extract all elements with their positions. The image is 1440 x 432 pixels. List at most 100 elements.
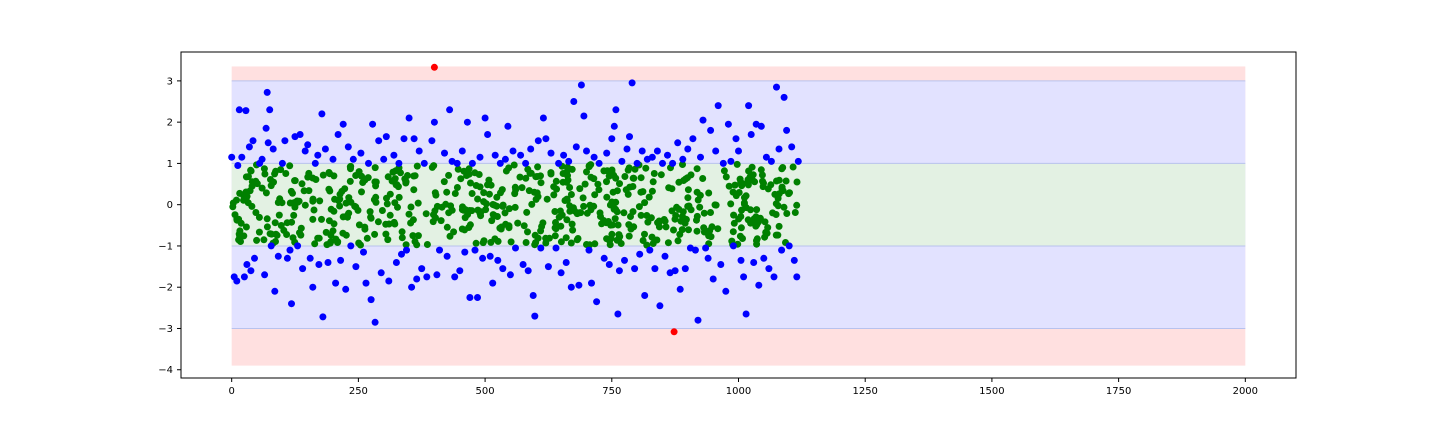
data-point-blue <box>380 155 388 163</box>
data-point-blue <box>267 242 275 250</box>
data-point-blue <box>228 153 236 161</box>
data-point-green <box>675 205 683 213</box>
data-point-green <box>291 177 299 185</box>
data-point-green <box>585 163 593 171</box>
data-point-green <box>518 184 526 192</box>
data-point-blue <box>704 254 712 262</box>
data-point-green <box>336 190 344 198</box>
data-point-green <box>591 191 599 199</box>
data-point-red <box>430 63 438 71</box>
data-point-blue <box>653 147 661 155</box>
data-point-green <box>325 169 333 176</box>
data-point-blue <box>468 159 476 167</box>
data-point-blue <box>588 279 595 287</box>
data-point-blue <box>357 149 365 157</box>
data-point-blue <box>651 265 659 273</box>
data-point-green <box>267 176 274 183</box>
data-point-green <box>641 230 648 238</box>
data-point-blue <box>656 302 664 310</box>
data-point-blue <box>347 242 355 250</box>
data-point-blue <box>785 242 793 250</box>
data-point-green <box>411 238 419 245</box>
data-point-green <box>422 210 430 218</box>
data-point-green <box>706 227 714 235</box>
data-point-blue <box>238 153 246 161</box>
data-point-blue <box>702 244 710 252</box>
data-point-green <box>682 216 690 223</box>
data-point-blue <box>770 273 778 281</box>
data-point-green <box>576 185 584 193</box>
data-point-blue <box>760 254 768 262</box>
data-point-green <box>783 210 791 217</box>
y-tick-label: −3 <box>158 324 173 335</box>
data-point-green <box>567 191 575 198</box>
data-point-blue <box>512 244 519 252</box>
data-point-green <box>316 197 324 205</box>
data-point-green <box>629 208 637 216</box>
data-point-green <box>431 207 439 215</box>
data-point-blue <box>714 102 722 110</box>
data-point-blue <box>661 252 669 260</box>
data-point-blue <box>258 155 266 163</box>
data-point-green <box>621 173 629 180</box>
data-point-blue <box>638 147 646 155</box>
data-point-blue <box>608 135 616 143</box>
data-point-blue <box>534 137 542 145</box>
data-point-green <box>386 211 394 219</box>
data-point-green <box>489 201 497 208</box>
data-point-green <box>568 220 576 228</box>
data-point-green <box>280 226 288 234</box>
data-point-blue <box>762 153 770 161</box>
data-point-green <box>785 190 793 198</box>
data-point-green <box>612 174 620 182</box>
data-point-blue <box>531 312 539 320</box>
data-point-blue <box>552 244 560 252</box>
data-point-blue <box>484 131 492 138</box>
data-point-green <box>564 163 571 171</box>
data-point-green <box>352 172 360 179</box>
data-point-green <box>661 217 669 225</box>
data-point-green <box>432 191 440 199</box>
data-point-blue <box>242 107 250 115</box>
data-point-blue <box>783 126 791 134</box>
data-point-blue <box>590 153 598 161</box>
data-point-green <box>711 201 719 209</box>
data-point-blue <box>517 151 525 159</box>
data-point-green <box>675 178 683 186</box>
data-point-blue <box>669 159 677 167</box>
data-point-green <box>629 183 637 190</box>
x-tick-label: 1000 <box>726 386 751 397</box>
data-point-green <box>609 188 617 196</box>
data-point-green <box>631 165 639 173</box>
data-point-green <box>575 209 583 217</box>
data-point-green <box>687 171 695 179</box>
data-point-green <box>235 215 243 223</box>
data-point-blue <box>501 155 509 163</box>
data-point-green <box>476 209 484 217</box>
data-point-blue <box>436 246 443 254</box>
data-point-green <box>255 213 263 221</box>
data-point-green <box>507 238 515 246</box>
data-point-green <box>566 184 574 191</box>
data-point-green <box>587 206 595 214</box>
data-point-green <box>741 194 748 202</box>
data-point-blue <box>362 279 370 287</box>
data-point-blue <box>722 287 730 295</box>
data-point-green <box>272 167 280 175</box>
data-point-blue <box>575 281 583 289</box>
data-point-green <box>699 175 707 182</box>
data-point-green <box>789 163 797 171</box>
data-point-blue <box>264 139 272 147</box>
data-point-blue <box>547 149 555 157</box>
data-point-green <box>382 230 390 238</box>
data-point-blue <box>301 147 309 155</box>
data-point-green <box>693 212 701 220</box>
data-point-blue <box>334 131 342 138</box>
data-point-green <box>370 196 378 204</box>
data-point-blue <box>269 145 277 153</box>
data-point-blue <box>529 292 537 299</box>
data-point-green <box>274 199 282 206</box>
data-point-blue <box>486 252 494 260</box>
data-point-green <box>392 167 400 175</box>
